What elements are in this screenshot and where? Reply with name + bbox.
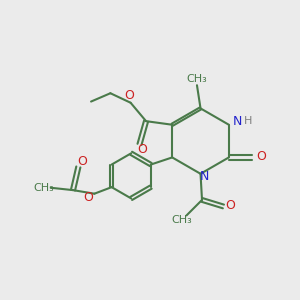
Text: CH₃: CH₃ — [187, 74, 207, 84]
Text: O: O — [83, 191, 93, 204]
Text: O: O — [124, 89, 134, 102]
Text: N: N — [233, 115, 242, 128]
Text: H: H — [244, 116, 252, 126]
Text: N: N — [200, 170, 209, 183]
Text: CH₃: CH₃ — [34, 183, 54, 193]
Text: CH₃: CH₃ — [171, 214, 192, 224]
Text: O: O — [77, 155, 87, 168]
Text: O: O — [256, 150, 266, 163]
Text: O: O — [138, 143, 147, 156]
Text: O: O — [225, 199, 235, 212]
